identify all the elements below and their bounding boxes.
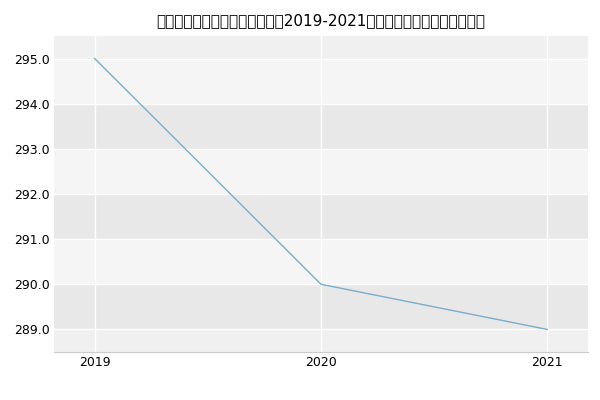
Bar [54, 194, 588, 239]
Bar [54, 149, 588, 194]
Bar [54, 58, 588, 104]
Bar [54, 239, 588, 284]
Title: 内蒙古医科大学药学院生药学（2019-2021历年复试）研究生录取分数线: 内蒙古医科大学药学院生药学（2019-2021历年复试）研究生录取分数线 [157, 13, 485, 28]
Bar [54, 284, 588, 330]
Bar [54, 104, 588, 149]
